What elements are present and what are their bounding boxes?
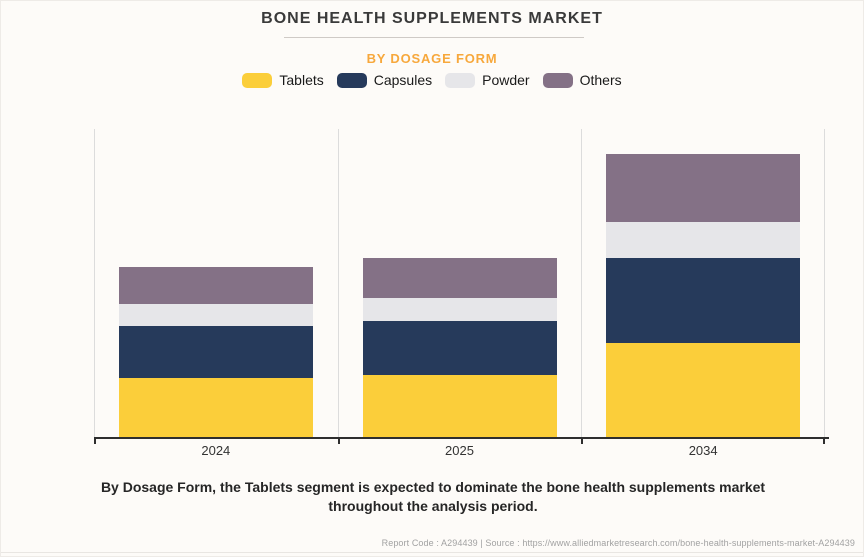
bar-segment-others-2025[interactable]	[362, 258, 557, 298]
stacked-bar-2025	[362, 258, 557, 438]
legend-swatch-capsules	[336, 72, 367, 88]
legend-label: Tablets	[279, 72, 324, 88]
chart-caption: By Dosage Form, the Tablets segment is e…	[33, 478, 833, 516]
legend-label: Others	[579, 72, 622, 88]
bar-segment-tablets-2025[interactable]	[362, 375, 557, 438]
bar-segment-powder-2034[interactable]	[606, 222, 801, 258]
category-gridline	[94, 129, 95, 438]
bottom-divider	[1, 552, 863, 553]
bar-segment-tablets-2024[interactable]	[118, 378, 313, 438]
title-underline	[284, 37, 584, 38]
page-title: BONE HEALTH SUPPLEMENTS MARKET	[261, 10, 603, 27]
caption-line-2: throughout the analysis period.	[328, 498, 538, 514]
axis-tick	[338, 439, 340, 444]
plot-area	[94, 126, 825, 438]
chart-legend: Tablets Capsules Powder Others	[1, 72, 863, 88]
report-source-note: Report Code : A294439 | Source : https:/…	[381, 538, 855, 548]
bar-segment-capsules-2024[interactable]	[118, 326, 313, 378]
axis-tick	[581, 439, 583, 444]
x-axis-label-2024: 2024	[201, 443, 231, 458]
bar-segment-capsules-2025[interactable]	[362, 321, 557, 375]
caption-line-1: By Dosage Form, the Tablets segment is e…	[100, 479, 766, 495]
category-gridline	[824, 129, 825, 438]
category-gridline	[338, 129, 339, 438]
x-axis-label-2025: 2025	[445, 443, 474, 458]
bar-segment-powder-2025[interactable]	[362, 298, 557, 321]
legend-item-powder[interactable]: Powder	[445, 72, 530, 88]
legend-swatch-tablets	[242, 72, 273, 88]
bar-segment-tablets-2034[interactable]	[606, 343, 801, 438]
bar-segment-others-2034[interactable]	[606, 154, 801, 222]
legend-swatch-powder	[445, 72, 476, 88]
bar-segment-capsules-2034[interactable]	[606, 258, 801, 343]
legend-item-tablets[interactable]: Tablets	[242, 72, 324, 88]
x-axis-labels: 2024 2025 2034	[94, 443, 825, 461]
stacked-bar-2034	[606, 154, 801, 438]
legend-swatch-others	[542, 72, 573, 88]
bar-segment-powder-2024[interactable]	[118, 304, 313, 326]
legend-item-capsules[interactable]: Capsules	[336, 72, 433, 88]
legend-item-others[interactable]: Others	[542, 72, 622, 88]
chart-subtitle: BY DOSAGE FORM	[366, 51, 498, 66]
axis-tick	[823, 439, 825, 444]
x-axis-line	[94, 437, 829, 444]
legend-label: Powder	[482, 72, 530, 88]
bar-segment-others-2024[interactable]	[118, 267, 313, 304]
x-axis-label-2034: 2034	[688, 443, 718, 458]
stacked-bar-2024	[118, 267, 313, 438]
legend-label: Capsules	[373, 72, 433, 88]
category-gridline	[581, 129, 582, 438]
axis-tick	[94, 439, 96, 444]
